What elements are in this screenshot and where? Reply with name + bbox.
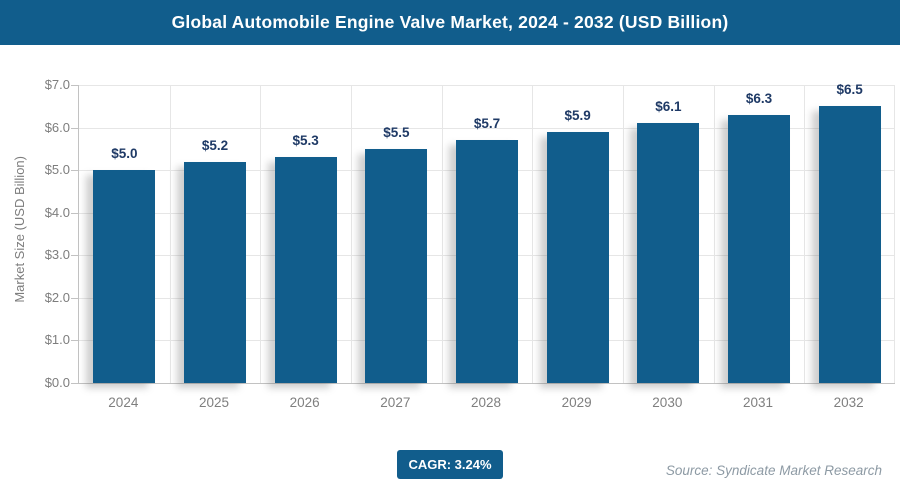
y-tick-mark xyxy=(71,170,78,172)
y-tick-label: $4.0 xyxy=(44,204,70,220)
v-gridline xyxy=(532,85,534,383)
source-text: Source: Syndicate Market Research xyxy=(665,463,882,478)
y-tick-label: $7.0 xyxy=(44,77,70,92)
bar-value-label: $5.5 xyxy=(383,124,410,140)
bar-value-label: $5.0 xyxy=(111,146,138,162)
v-gridline xyxy=(713,85,715,383)
v-gridline xyxy=(351,85,352,383)
bar-2029 xyxy=(546,131,609,383)
bar-column: $5.0 xyxy=(79,85,170,383)
y-tick-mark xyxy=(71,340,78,342)
bar-2026 xyxy=(274,157,337,383)
bar-value-label: $6.5 xyxy=(836,82,863,98)
x-tick-label: 2030 xyxy=(652,395,683,410)
h-gridline xyxy=(79,85,895,86)
x-tick-label: 2027 xyxy=(380,395,411,410)
bar-2031 xyxy=(727,114,790,383)
v-gridline xyxy=(441,85,443,383)
y-tick-label: $6.0 xyxy=(44,119,70,135)
y-tick-mark xyxy=(71,383,78,384)
x-tick-label: 2024 xyxy=(108,395,139,410)
bar-column: $5.9 xyxy=(532,85,623,383)
bar-value-label: $5.3 xyxy=(292,133,319,149)
chart-title: Global Automobile Engine Valve Market, 2… xyxy=(171,12,729,32)
y-tick-label: $5.0 xyxy=(44,162,70,178)
y-axis-title: Market Size (USD Billion) xyxy=(12,156,27,303)
plot-area: $5.0 $5.2 $5.3 $5.5 $5.7 $5.9 $6.1 $6.3 $6.5 xyxy=(78,82,895,384)
y-tick-mark xyxy=(71,297,78,299)
v-gridline xyxy=(260,85,262,383)
x-axis: 2024 2025 2026 2027 2028 2029 2030 2031 2032 xyxy=(78,395,894,415)
x-tick-label: 2028 xyxy=(470,395,501,410)
bar-column: $6.3 xyxy=(714,85,805,383)
bar-column: $5.3 xyxy=(260,85,351,383)
bar-2028 xyxy=(455,140,518,383)
y-tick-label: $2.0 xyxy=(44,289,70,305)
h-gridline xyxy=(79,127,895,129)
bar-column: $5.5 xyxy=(351,85,442,383)
bar-2032 xyxy=(818,106,881,383)
y-tick-label: $1.0 xyxy=(44,332,70,348)
bar-column: $5.2 xyxy=(170,85,261,383)
chart-title-bar: Global Automobile Engine Valve Market, 2… xyxy=(0,0,900,45)
y-tick-mark xyxy=(71,85,78,86)
x-tick-label: 2026 xyxy=(289,395,320,410)
y-tick-mark xyxy=(71,212,78,214)
y-tick-label: $0.0 xyxy=(44,375,70,390)
bar-value-label: $5.2 xyxy=(201,137,229,153)
bar-2030 xyxy=(637,123,700,383)
bar-2024 xyxy=(93,170,156,383)
y-tick-label: $3.0 xyxy=(44,247,70,263)
bar-column: $5.7 xyxy=(442,85,533,383)
bar-value-label: $5.7 xyxy=(473,116,501,132)
x-tick-label: 2032 xyxy=(833,395,864,410)
bar-column: $6.5 xyxy=(804,82,895,383)
y-tick-mark xyxy=(71,127,78,129)
bar-value-label: $5.9 xyxy=(564,107,591,123)
v-gridline xyxy=(894,85,895,383)
x-tick-label: 2025 xyxy=(198,395,229,410)
v-gridline xyxy=(169,85,171,383)
bar-value-label: $6.3 xyxy=(745,90,773,106)
v-gridline xyxy=(623,85,624,383)
y-tick-mark xyxy=(71,255,78,257)
bar-column: $6.1 xyxy=(623,85,714,383)
bar-value-label: $6.1 xyxy=(655,99,682,115)
x-tick-label: 2029 xyxy=(561,395,592,410)
cagr-badge: CAGR: 3.24% xyxy=(397,450,503,479)
bar-2027 xyxy=(365,148,428,383)
bar-2025 xyxy=(183,161,246,383)
x-tick-label: 2031 xyxy=(742,395,773,410)
v-gridline xyxy=(804,85,806,383)
